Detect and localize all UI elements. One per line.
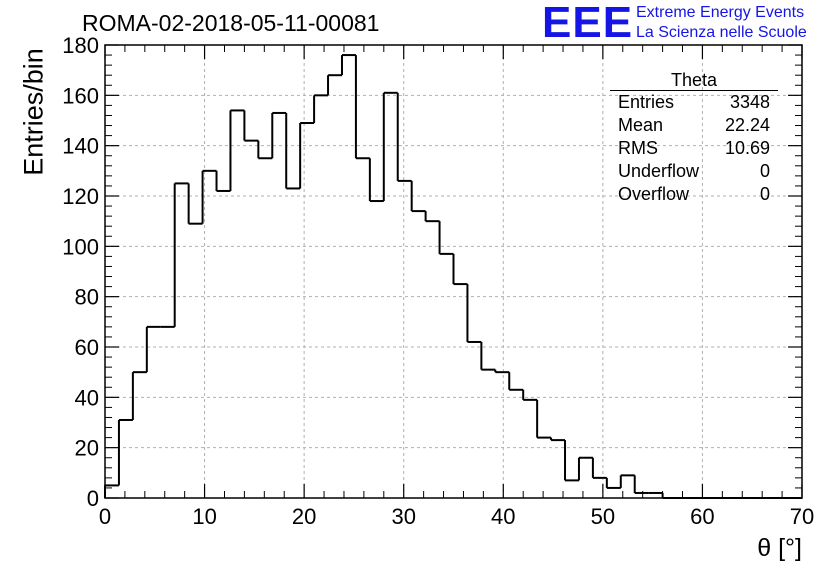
logo-caption: Extreme Energy Events La Scienza nelle S… [636,3,807,43]
stats-value: 22.24 [724,115,770,135]
x-axis-label: θ [°] [757,534,802,562]
stats-value: 0 [759,161,770,181]
x-tick-label: 60 [690,504,714,529]
y-tick-label: 40 [75,385,99,410]
x-tick-label: 10 [192,504,216,529]
y-tick-label: 60 [75,335,99,360]
stats-title: Theta [610,70,778,91]
stats-value: 10.69 [724,138,770,158]
x-tick-label: 20 [292,504,316,529]
stats-row-entries: Entries 3348 [610,91,778,114]
logo-caption-line-1: Extreme Energy Events [636,4,805,21]
grid-lines [105,45,802,498]
stats-row-underflow: Underflow 0 [610,160,778,183]
y-tick-label: 100 [62,234,99,259]
plot-frame [104,44,803,499]
y-tick-label: 80 [75,285,99,310]
stats-label: Mean [618,115,664,135]
stats-label: Underflow [618,161,700,181]
y-tick-label: 0 [87,486,99,511]
eee-logo: EEE [542,0,634,47]
stats-label: RMS [618,138,658,158]
logo-caption-line-2: La Scienza nelle Scuole [636,24,807,41]
stats-box: Theta Entries 3348 Mean 22.24 RMS 10.69 … [610,70,778,206]
stats-label: Overflow [618,184,690,204]
stats-label: Entries [618,92,675,112]
x-tick-label: 40 [491,504,515,529]
tick-marks [104,44,803,499]
x-tick-label: 50 [591,504,615,529]
stats-row-overflow: Overflow 0 [610,183,778,206]
stats-row-rms: RMS 10.69 [610,137,778,160]
stats-value: 3348 [729,92,770,112]
tick-labels: 0 10 20 30 40 50 60 70 0 20 40 60 80 100 120 140 160 180 [62,33,814,529]
x-tick-label: 70 [790,504,814,529]
y-tick-label: 140 [62,134,99,159]
stats-value: 0 [759,184,770,204]
y-tick-label: 180 [62,33,99,58]
axes [104,44,803,499]
y-tick-label: 160 [62,83,99,108]
y-tick-label: 20 [75,436,99,461]
stats-row-mean: Mean 22.24 [610,114,778,137]
y-axis-label: Entries/bin [18,48,49,176]
x-tick-label: 0 [99,504,111,529]
histogram-bins [104,54,802,499]
x-tick-label: 30 [391,504,415,529]
chart-title: ROMA-02-2018-05-11-00081 [82,10,380,36]
y-tick-label: 120 [62,184,99,209]
